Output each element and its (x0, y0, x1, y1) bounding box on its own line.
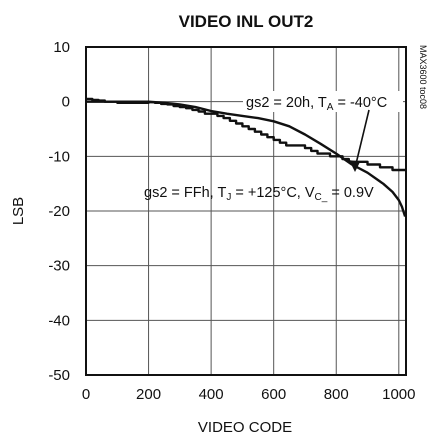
plot-frame (85, 46, 407, 376)
x-tick-label: 600 (261, 386, 286, 403)
x-tick-label: 0 (82, 386, 90, 403)
annotation-text-part: = -40°C (333, 95, 387, 111)
x-tick-label: 200 (136, 386, 161, 403)
annotations: gs2 = 20h, TA = -40°C gs2 = FFh, TJ = +12… (144, 91, 403, 203)
chart-title: VIDEO INL OUT2 (179, 12, 314, 31)
annotation-text-part: = 0.9V (327, 185, 374, 201)
annotation-arrow-line (354, 109, 370, 169)
series-line-2 (86, 100, 407, 217)
x-axis-label: VIDEO CODE (198, 419, 292, 436)
annotation-text-part: gs2 = 20h, T (246, 95, 327, 111)
annotation-text-part: gs2 = FFh, T (144, 185, 226, 201)
annotation-text-part: C_ (315, 192, 328, 203)
series-layer (86, 97, 407, 217)
y-tick-label: 0 (62, 94, 70, 111)
annotation-background (243, 91, 403, 112)
y-tick-label: -10 (48, 148, 70, 165)
annotation-arrow-head (349, 160, 360, 172)
x-tick-label: 800 (324, 386, 349, 403)
annotation-gs2-ffh: gs2 = FFh, TJ = +125°C, VC_ = 0.9V (144, 185, 374, 203)
y-tick-labels: 10 0 -10 -20 -30 -40 -50 (48, 39, 70, 384)
y-tick-label: -20 (48, 203, 70, 220)
y-tick-label: -40 (48, 312, 70, 329)
y-tick-label: -50 (48, 367, 70, 384)
annotation-text-part: = +125°C, V (231, 185, 315, 201)
annotation-text-part: J (226, 192, 231, 203)
x-tick-label: 1000 (382, 386, 415, 403)
annotation-gs2-20h: gs2 = 20h, TA = -40°C (246, 95, 387, 113)
y-axis-label: LSB (10, 197, 27, 225)
figure-id-label: MAX3600 toc08 (418, 45, 428, 109)
x-tick-labels: 0 200 400 600 800 1000 (82, 386, 416, 403)
y-tick-label: 10 (53, 39, 70, 56)
y-tick-label: -30 (48, 258, 70, 275)
x-tick-label: 400 (199, 386, 224, 403)
annotation-text-part: A (327, 102, 334, 113)
